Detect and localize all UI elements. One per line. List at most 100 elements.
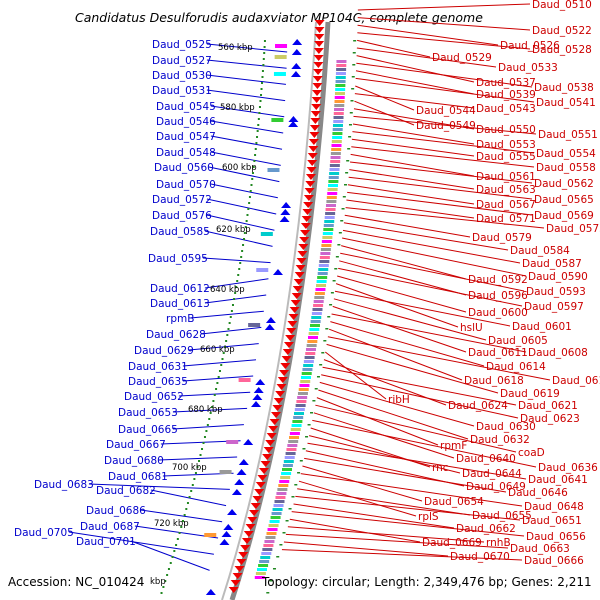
feature-block (332, 124, 343, 127)
track-dot (332, 280, 336, 282)
track-dot (244, 226, 247, 228)
right-connector (357, 17, 531, 31)
red-strand-arrow (247, 517, 258, 523)
track-dot (338, 232, 342, 234)
track-dot (297, 472, 301, 474)
right-connector (345, 207, 545, 229)
track-dot (236, 280, 239, 282)
right-connector (355, 85, 415, 111)
track-dot (257, 118, 260, 120)
feature-block (297, 392, 308, 395)
right-connector (356, 62, 533, 88)
feature-block (306, 344, 317, 347)
right-gene-label: Daud_0615 (552, 375, 600, 387)
feature-block (305, 352, 316, 355)
feature-block (274, 500, 285, 503)
red-strand-arrow (292, 286, 303, 292)
right-gene-label: Daud_0533 (498, 62, 558, 74)
right-gene-label: Daud_0619 (500, 388, 560, 400)
right-gene-label: Daud_0537 (476, 77, 536, 89)
left-connector (206, 74, 286, 85)
left-gene-label: Daud_0527 (152, 55, 212, 67)
blue-strand-arrow (205, 589, 216, 595)
left-gene-label: Daud_0570 (156, 179, 216, 191)
right-gene-label: Daud_0573 (546, 223, 600, 235)
right-connector (347, 184, 475, 205)
right-connector (354, 93, 475, 109)
feature-block (327, 192, 338, 195)
track-dot (307, 424, 311, 426)
right-gene-label: Daud_0541 (536, 97, 596, 109)
right-connector (300, 473, 523, 507)
right-connector (326, 343, 499, 394)
red-strand-arrow (272, 405, 283, 411)
feature-block (286, 448, 297, 451)
feature-block (310, 320, 321, 323)
right-connector (356, 47, 497, 68)
track-dot (263, 46, 266, 48)
left-connector (210, 151, 281, 166)
feature-block (318, 264, 329, 267)
track-dot (196, 466, 199, 468)
right-gene-label: Daud_0621 (518, 400, 578, 412)
right-gene-label: Daud_0669 (422, 537, 482, 549)
red-strand-arrow (273, 398, 284, 404)
blue-strand-arrow (281, 202, 292, 208)
track-dot (171, 556, 174, 558)
left-gene-label: Daud_0585 (150, 226, 210, 238)
track-dot (235, 286, 238, 288)
right-gene-label: Daud_0656 (526, 531, 586, 543)
right-connector (316, 397, 439, 446)
left-connector (206, 59, 287, 69)
feature-block (267, 168, 280, 172)
feature-block (324, 220, 335, 223)
track-dot (252, 166, 255, 168)
red-strand-arrow (307, 153, 318, 159)
blue-strand-arrow (221, 531, 232, 537)
track-dot (344, 184, 348, 186)
track-dot (325, 328, 329, 330)
track-dot (248, 196, 251, 198)
track-dot (228, 322, 231, 324)
kbp-tick-label: 680 kbp (188, 405, 223, 415)
right-connector (285, 533, 509, 549)
red-strand-arrow (280, 363, 291, 369)
right-connector (340, 252, 525, 292)
red-strand-arrow (250, 503, 261, 509)
left-gene-label: Daud_0560 (154, 162, 214, 174)
track-dot (314, 388, 318, 390)
right-gene-label: Daud_0549 (416, 120, 476, 132)
right-connector (357, 39, 431, 58)
feature-block (332, 136, 343, 139)
track-dot (323, 340, 327, 342)
feature-block (258, 564, 269, 567)
feature-block (300, 376, 311, 379)
right-connector (342, 229, 521, 264)
feature-block (291, 424, 302, 427)
track-dot (312, 400, 316, 402)
red-strand-arrow (313, 55, 324, 61)
right-connector (293, 503, 455, 529)
feature-block (332, 128, 343, 131)
red-strand-arrow (230, 580, 241, 586)
right-connector (346, 199, 475, 219)
track-dot (345, 172, 349, 174)
left-gene-label: Daud_0572 (152, 194, 212, 206)
right-gene-label: Daud_0555 (476, 151, 536, 163)
right-gene-label: Daud_0587 (522, 258, 582, 270)
red-strand-arrow (269, 419, 280, 425)
feature-block (294, 408, 305, 411)
right-gene-label: Daud_0662 (456, 523, 516, 535)
track-dot (321, 352, 325, 354)
right-connector (318, 389, 469, 440)
track-dot (335, 256, 339, 258)
right-connector (333, 298, 487, 341)
blue-strand-arrow (279, 216, 290, 222)
track-dot (269, 580, 273, 582)
track-dot (305, 436, 309, 438)
left-connector (210, 183, 278, 199)
track-dot (226, 334, 229, 336)
right-connector (337, 275, 467, 313)
track-dot (241, 250, 244, 252)
